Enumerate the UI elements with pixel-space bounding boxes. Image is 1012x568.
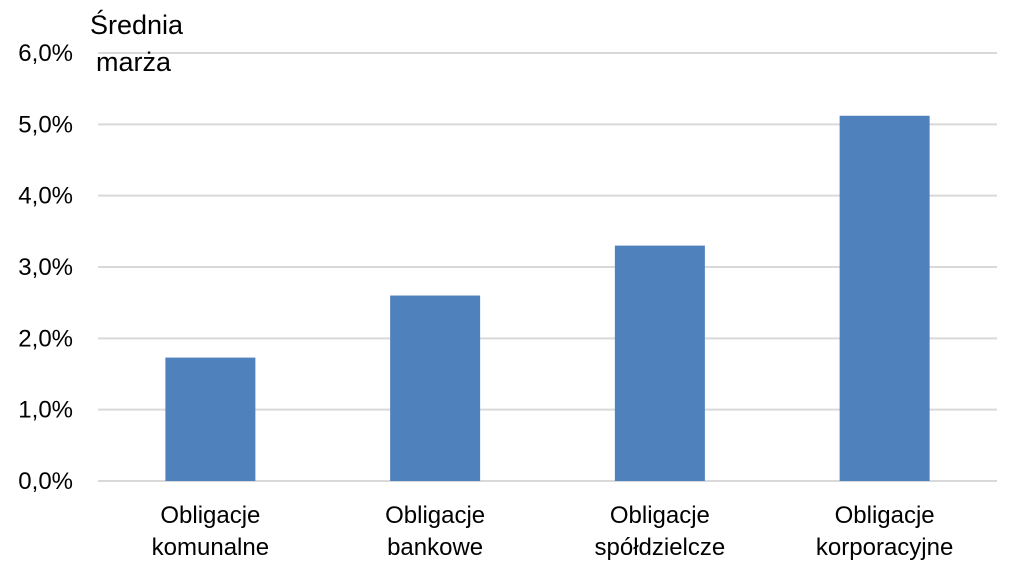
y-tick-label: 5,0% bbox=[18, 111, 73, 138]
y-tick-label: 1,0% bbox=[18, 397, 73, 424]
category-label: Obligacje bbox=[160, 502, 260, 529]
category-label: bankowe bbox=[387, 534, 483, 561]
category-label: Obligacje bbox=[835, 502, 935, 529]
y-tick-label: 2,0% bbox=[18, 325, 73, 352]
y-tick-labels: 0,0% 1,0% 2,0% 3,0% 4,0% 5,0% 6,0% bbox=[18, 40, 73, 495]
y-axis-label-line-2: marża bbox=[96, 47, 172, 77]
y-axis-label-line-1: Średnia bbox=[90, 8, 184, 40]
bar bbox=[614, 245, 705, 481]
category-label: spółdzielcze bbox=[595, 534, 726, 561]
y-tick-label: 6,0% bbox=[18, 40, 73, 67]
bar bbox=[165, 357, 256, 481]
bars bbox=[165, 115, 930, 482]
category-label: Obligacje bbox=[610, 502, 710, 529]
category-label: komunalne bbox=[152, 534, 269, 561]
category-label: Obligacje bbox=[385, 502, 485, 529]
category-labels: Obligacje komunalne Obligacje bankowe Obliga… bbox=[152, 502, 954, 561]
y-tick-label: 0,0% bbox=[18, 468, 73, 495]
category-label: korporacyjne bbox=[816, 534, 953, 561]
y-tick-label: 4,0% bbox=[18, 183, 73, 210]
bar bbox=[839, 115, 930, 482]
bar bbox=[390, 295, 481, 481]
y-tick-label: 3,0% bbox=[18, 254, 73, 281]
